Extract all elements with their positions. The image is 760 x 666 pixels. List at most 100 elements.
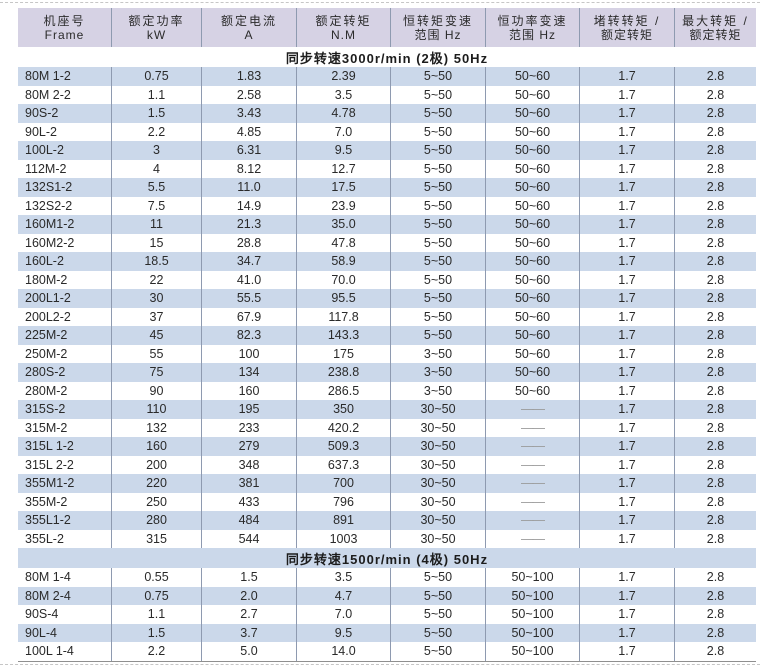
- value-cell: 2.8: [674, 363, 756, 382]
- value-cell: 50~60: [485, 215, 579, 234]
- table-row: 132S1-2 5.5 11.0 17.5 5~50 50~60 1.7 2.8: [18, 178, 756, 197]
- value-cell: 2.8: [674, 307, 756, 326]
- value-cell: 3.5: [296, 568, 390, 587]
- value-cell: 1.1: [111, 605, 201, 624]
- value-cell: 5~50: [390, 141, 485, 160]
- value-cell: 220: [111, 474, 201, 493]
- value-cell: 2.8: [674, 178, 756, 197]
- value-cell: 23.9: [296, 196, 390, 215]
- table-row: 280M-2 90 160 286.5 3~50 50~60 1.7 2.8: [18, 381, 756, 400]
- column-unit: 额定转矩: [689, 27, 742, 42]
- frame-cell: 355L-2: [25, 531, 64, 546]
- value-cell: 1.7: [579, 196, 674, 215]
- column-title: 额定功率: [128, 13, 185, 28]
- value-cell: 1.7: [579, 252, 674, 271]
- table-row: 90L-4 1.5 3.7 9.5 5~50 50~100 1.7 2.8: [18, 623, 756, 642]
- value-cell: 2.8: [674, 344, 756, 363]
- value-cell: 2.39: [296, 67, 390, 86]
- value-cell: 45: [111, 326, 201, 345]
- table-row: 132S2-2 7.5 14.9 23.9 5~50 50~60 1.7 2.8: [18, 196, 756, 215]
- column-header: 额定功率 kW: [111, 8, 201, 47]
- table-row: 160M1-2 11 21.3 35.0 5~50 50~60 1.7 2.8: [18, 215, 756, 234]
- value-cell: 4.7: [296, 586, 390, 605]
- table-row: 80M 2-2 1.1 2.58 3.5 5~50 50~60 1.7 2.8: [18, 85, 756, 104]
- value-cell: 5~50: [390, 233, 485, 252]
- value-cell: 143.3: [296, 326, 390, 345]
- value-cell: 3~50: [390, 344, 485, 363]
- value-cell: 2.0: [201, 586, 296, 605]
- frame-cell: 315L 1-2: [25, 439, 74, 454]
- column-title: 堵转转矩 /: [593, 13, 661, 28]
- value-cell: 4: [111, 159, 201, 178]
- value-cell: 30~50: [390, 492, 485, 511]
- value-cell: 1.7: [579, 381, 674, 400]
- value-cell: 1.5: [201, 568, 296, 587]
- value-cell: 70.0: [296, 270, 390, 289]
- value-cell: 2.8: [674, 270, 756, 289]
- value-cell: 9.5: [296, 141, 390, 160]
- value-cell: 1.7: [579, 307, 674, 326]
- value-cell: 37: [111, 307, 201, 326]
- value-cell: 5~50: [390, 623, 485, 642]
- value-cell: 34.7: [201, 252, 296, 271]
- value-cell: 1.83: [201, 67, 296, 86]
- value-cell: 90: [111, 381, 201, 400]
- value-cell: 50~60: [485, 344, 579, 363]
- frame-cell: 280M-2: [25, 383, 68, 398]
- value-cell: 47.8: [296, 233, 390, 252]
- value-cell: 5~50: [390, 605, 485, 624]
- table-row: 100L 1-4 2.2 5.0 14.0 5~50 50~100 1.7 2.8: [18, 642, 756, 661]
- value-cell: 350: [296, 400, 390, 419]
- value-cell: 3~50: [390, 381, 485, 400]
- value-cell: 238.8: [296, 363, 390, 382]
- value-cell: 891: [296, 511, 390, 530]
- value-cell: 55: [111, 344, 201, 363]
- value-cell: 5~50: [390, 122, 485, 141]
- table-header-row: 机座号 Frame 额定功率 kW 额定电流 A 额定转矩 N.M 恒转矩变速 范围 Hz 恒功率变…: [18, 8, 756, 47]
- value-cell: 15: [111, 233, 201, 252]
- value-cell: 5~50: [390, 104, 485, 123]
- column-unit: A: [244, 27, 254, 42]
- value-cell: 30~50: [390, 529, 485, 548]
- value-cell: 30~50: [390, 474, 485, 493]
- value-cell: 5~50: [390, 178, 485, 197]
- value-cell: 5~50: [390, 326, 485, 345]
- value-cell: 2.8: [674, 233, 756, 252]
- value-cell: 35.0: [296, 215, 390, 234]
- column-unit: N.M: [331, 27, 356, 42]
- value-cell: 50~60: [485, 104, 579, 123]
- value-cell: 0.75: [111, 586, 201, 605]
- value-cell: 381: [201, 474, 296, 493]
- value-cell: 3.43: [201, 104, 296, 123]
- value-cell: 50~60: [485, 233, 579, 252]
- column-header: 恒功率变速 范围 Hz: [485, 8, 579, 47]
- value-cell: 30~50: [390, 437, 485, 456]
- frame-cell: 160M1-2: [25, 217, 75, 232]
- value-cell: 50~60: [485, 381, 579, 400]
- column-unit: 额定转矩: [600, 27, 653, 42]
- value-cell: 50~100: [485, 568, 579, 587]
- value-cell: 6.31: [201, 141, 296, 160]
- value-cell: 637.3: [296, 455, 390, 474]
- value-cell: 30~50: [390, 455, 485, 474]
- value-cell: 175: [296, 344, 390, 363]
- value-cell: 2.8: [674, 67, 756, 86]
- value-cell: 160: [111, 437, 201, 456]
- table-row: 160L-2 18.5 34.7 58.9 5~50 50~60 1.7 2.8: [18, 252, 756, 271]
- frame-cell: 200L2-2: [25, 309, 71, 324]
- value-cell: 50~100: [485, 586, 579, 605]
- table-row: 180M-2 22 41.0 70.0 5~50 50~60 1.7 2.8: [18, 270, 756, 289]
- value-cell: 2.8: [674, 196, 756, 215]
- value-cell: 5~50: [390, 289, 485, 308]
- table-row: 112M-2 4 8.12 12.7 5~50 50~60 1.7 2.8: [18, 159, 756, 178]
- value-cell: 1.7: [579, 455, 674, 474]
- section-header: 同步转速3000r/min (2极) 50Hz: [18, 47, 756, 67]
- column-title: 恒转矩变速: [402, 13, 473, 28]
- frame-cell: 132S1-2: [25, 180, 73, 195]
- value-cell: 3~50: [390, 363, 485, 382]
- value-cell: 2.8: [674, 252, 756, 271]
- frame-cell: 160L-2: [25, 254, 64, 269]
- value-cell: 1.5: [111, 623, 201, 642]
- frame-cell: 160M2-2: [25, 235, 75, 250]
- value-cell: 420.2: [296, 418, 390, 437]
